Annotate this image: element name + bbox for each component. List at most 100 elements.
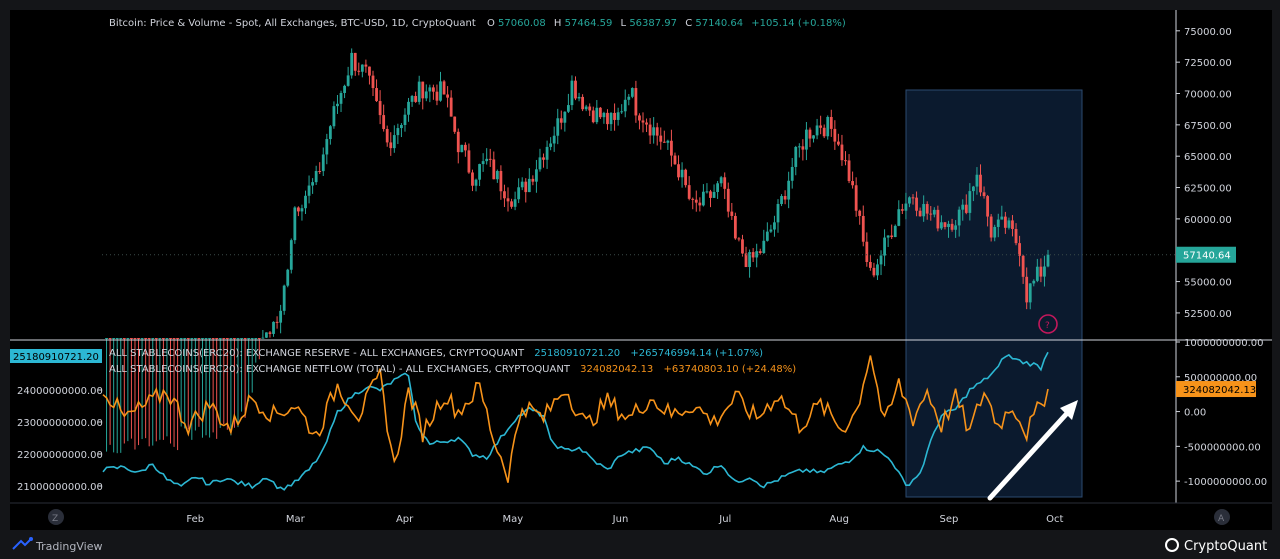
svg-text:TradingView: TradingView (35, 540, 102, 553)
price-candle (193, 338, 197, 431)
price-candle (847, 154, 851, 184)
price-candle (836, 133, 840, 147)
price-candle (1028, 283, 1032, 310)
netflow-tick: -1000000000.00 (1176, 477, 1267, 488)
price-candle (158, 338, 162, 440)
price-tick: 62500.00 (1176, 184, 1232, 195)
price-candle (343, 84, 346, 99)
svg-text:24000000000.00: 24000000000.00 (17, 386, 103, 397)
price-candle (925, 201, 929, 220)
price-candle (858, 209, 862, 225)
price-candle (318, 162, 322, 174)
price-candle (339, 90, 343, 113)
price-candle (879, 250, 883, 276)
price-candle (659, 127, 663, 150)
alert-marker-icon[interactable]: ? (1038, 314, 1058, 334)
price-candle (1039, 258, 1043, 283)
price-candle (936, 205, 940, 232)
price-candle (392, 125, 396, 153)
price-candle (559, 110, 563, 130)
price-candle (506, 187, 510, 212)
price-candle (872, 262, 876, 278)
price-candle (975, 167, 979, 195)
svg-text:21000000000.00: 21000000000.00 (17, 482, 103, 493)
price-candle (620, 104, 624, 114)
reserve-legend-change: +265746994.14 (+1.07%) (630, 348, 763, 359)
price-candle (140, 338, 144, 440)
ohlc-c-value: 57140.64 (695, 18, 743, 29)
price-candle (204, 338, 208, 436)
price-candle (900, 203, 904, 215)
price-candle (883, 229, 886, 267)
price-candle (151, 338, 155, 446)
price-candle (954, 220, 958, 238)
price-candle (805, 121, 808, 161)
price-candle (908, 196, 911, 208)
price-candle (240, 338, 243, 412)
price-candle (581, 94, 585, 112)
price-candle (1003, 211, 1007, 234)
svg-text:60000.00: 60000.00 (1184, 215, 1232, 226)
price-candle (677, 155, 680, 181)
price-candle (680, 162, 684, 188)
month-tick-label: Oct (1046, 514, 1063, 525)
annotation-arrow (987, 400, 1078, 501)
price-candle (968, 183, 972, 221)
price-candle (904, 192, 908, 220)
price-candle (833, 120, 837, 150)
month-tick-label: May (503, 514, 524, 525)
price-candle (169, 338, 172, 444)
tradingview-icon (12, 538, 32, 550)
price-candle (787, 171, 791, 209)
svg-text:-1000000000.00: -1000000000.00 (1184, 477, 1267, 488)
svg-text:62500.00: 62500.00 (1184, 184, 1232, 195)
price-candle (364, 59, 368, 73)
netflow-tick: 1000000000.00 (1176, 338, 1264, 349)
ohlc-o-value: 57060.08 (498, 18, 546, 29)
price-candle (115, 338, 119, 454)
price-candle (456, 128, 460, 164)
price-candle (733, 212, 737, 240)
price-candle (247, 338, 251, 402)
month-tick-label: Sep (940, 514, 959, 525)
price-candle (606, 109, 609, 130)
price-tick: 67500.00 (1176, 121, 1232, 132)
price-candle (762, 229, 766, 254)
price-candle (687, 176, 691, 201)
cryptoquant-icon (1165, 538, 1179, 552)
price-candle (719, 175, 723, 187)
price-candle (595, 100, 599, 125)
svg-text:?: ? (1045, 321, 1050, 331)
month-tick-label: Feb (186, 514, 204, 525)
zoom-axis-button[interactable]: Z (48, 509, 64, 525)
netflow-legend-name: ALL STABLECOINS(ERC20): EXCHANGE NETFLOW… (109, 364, 571, 375)
price-candle (524, 178, 528, 203)
price-candle (865, 232, 869, 267)
cryptoquant-logo[interactable]: CryptoQuant (1165, 538, 1267, 554)
price-candle (701, 184, 705, 207)
auto-scale-button[interactable]: A (1214, 509, 1230, 525)
price-candle (950, 218, 954, 232)
price-candle (1007, 217, 1011, 230)
price-candle (634, 80, 638, 123)
price-candle (645, 118, 648, 132)
svg-text:23000000000.00: 23000000000.00 (17, 418, 103, 429)
price-candle (467, 143, 471, 174)
price-candle (311, 178, 315, 194)
price-candle (758, 248, 762, 255)
netflow-tick: 0.00 (1176, 408, 1206, 419)
price-candle (261, 329, 265, 339)
price-candle (172, 338, 176, 447)
price-candle (840, 134, 844, 166)
price-candle (627, 93, 631, 106)
tradingview-logo[interactable]: TradingView (12, 537, 102, 553)
price-candle (918, 207, 922, 217)
price-candle (233, 338, 236, 428)
netflow-axis-ticks: 1000000000.00 500000000.00 0.00 -500000000.… (1176, 338, 1267, 488)
price-candle (790, 157, 794, 189)
price-candle (794, 145, 798, 176)
price-candle (971, 185, 975, 202)
ohlc-o-label: O (487, 18, 495, 29)
price-candle (279, 304, 283, 334)
price-candle (289, 238, 293, 274)
